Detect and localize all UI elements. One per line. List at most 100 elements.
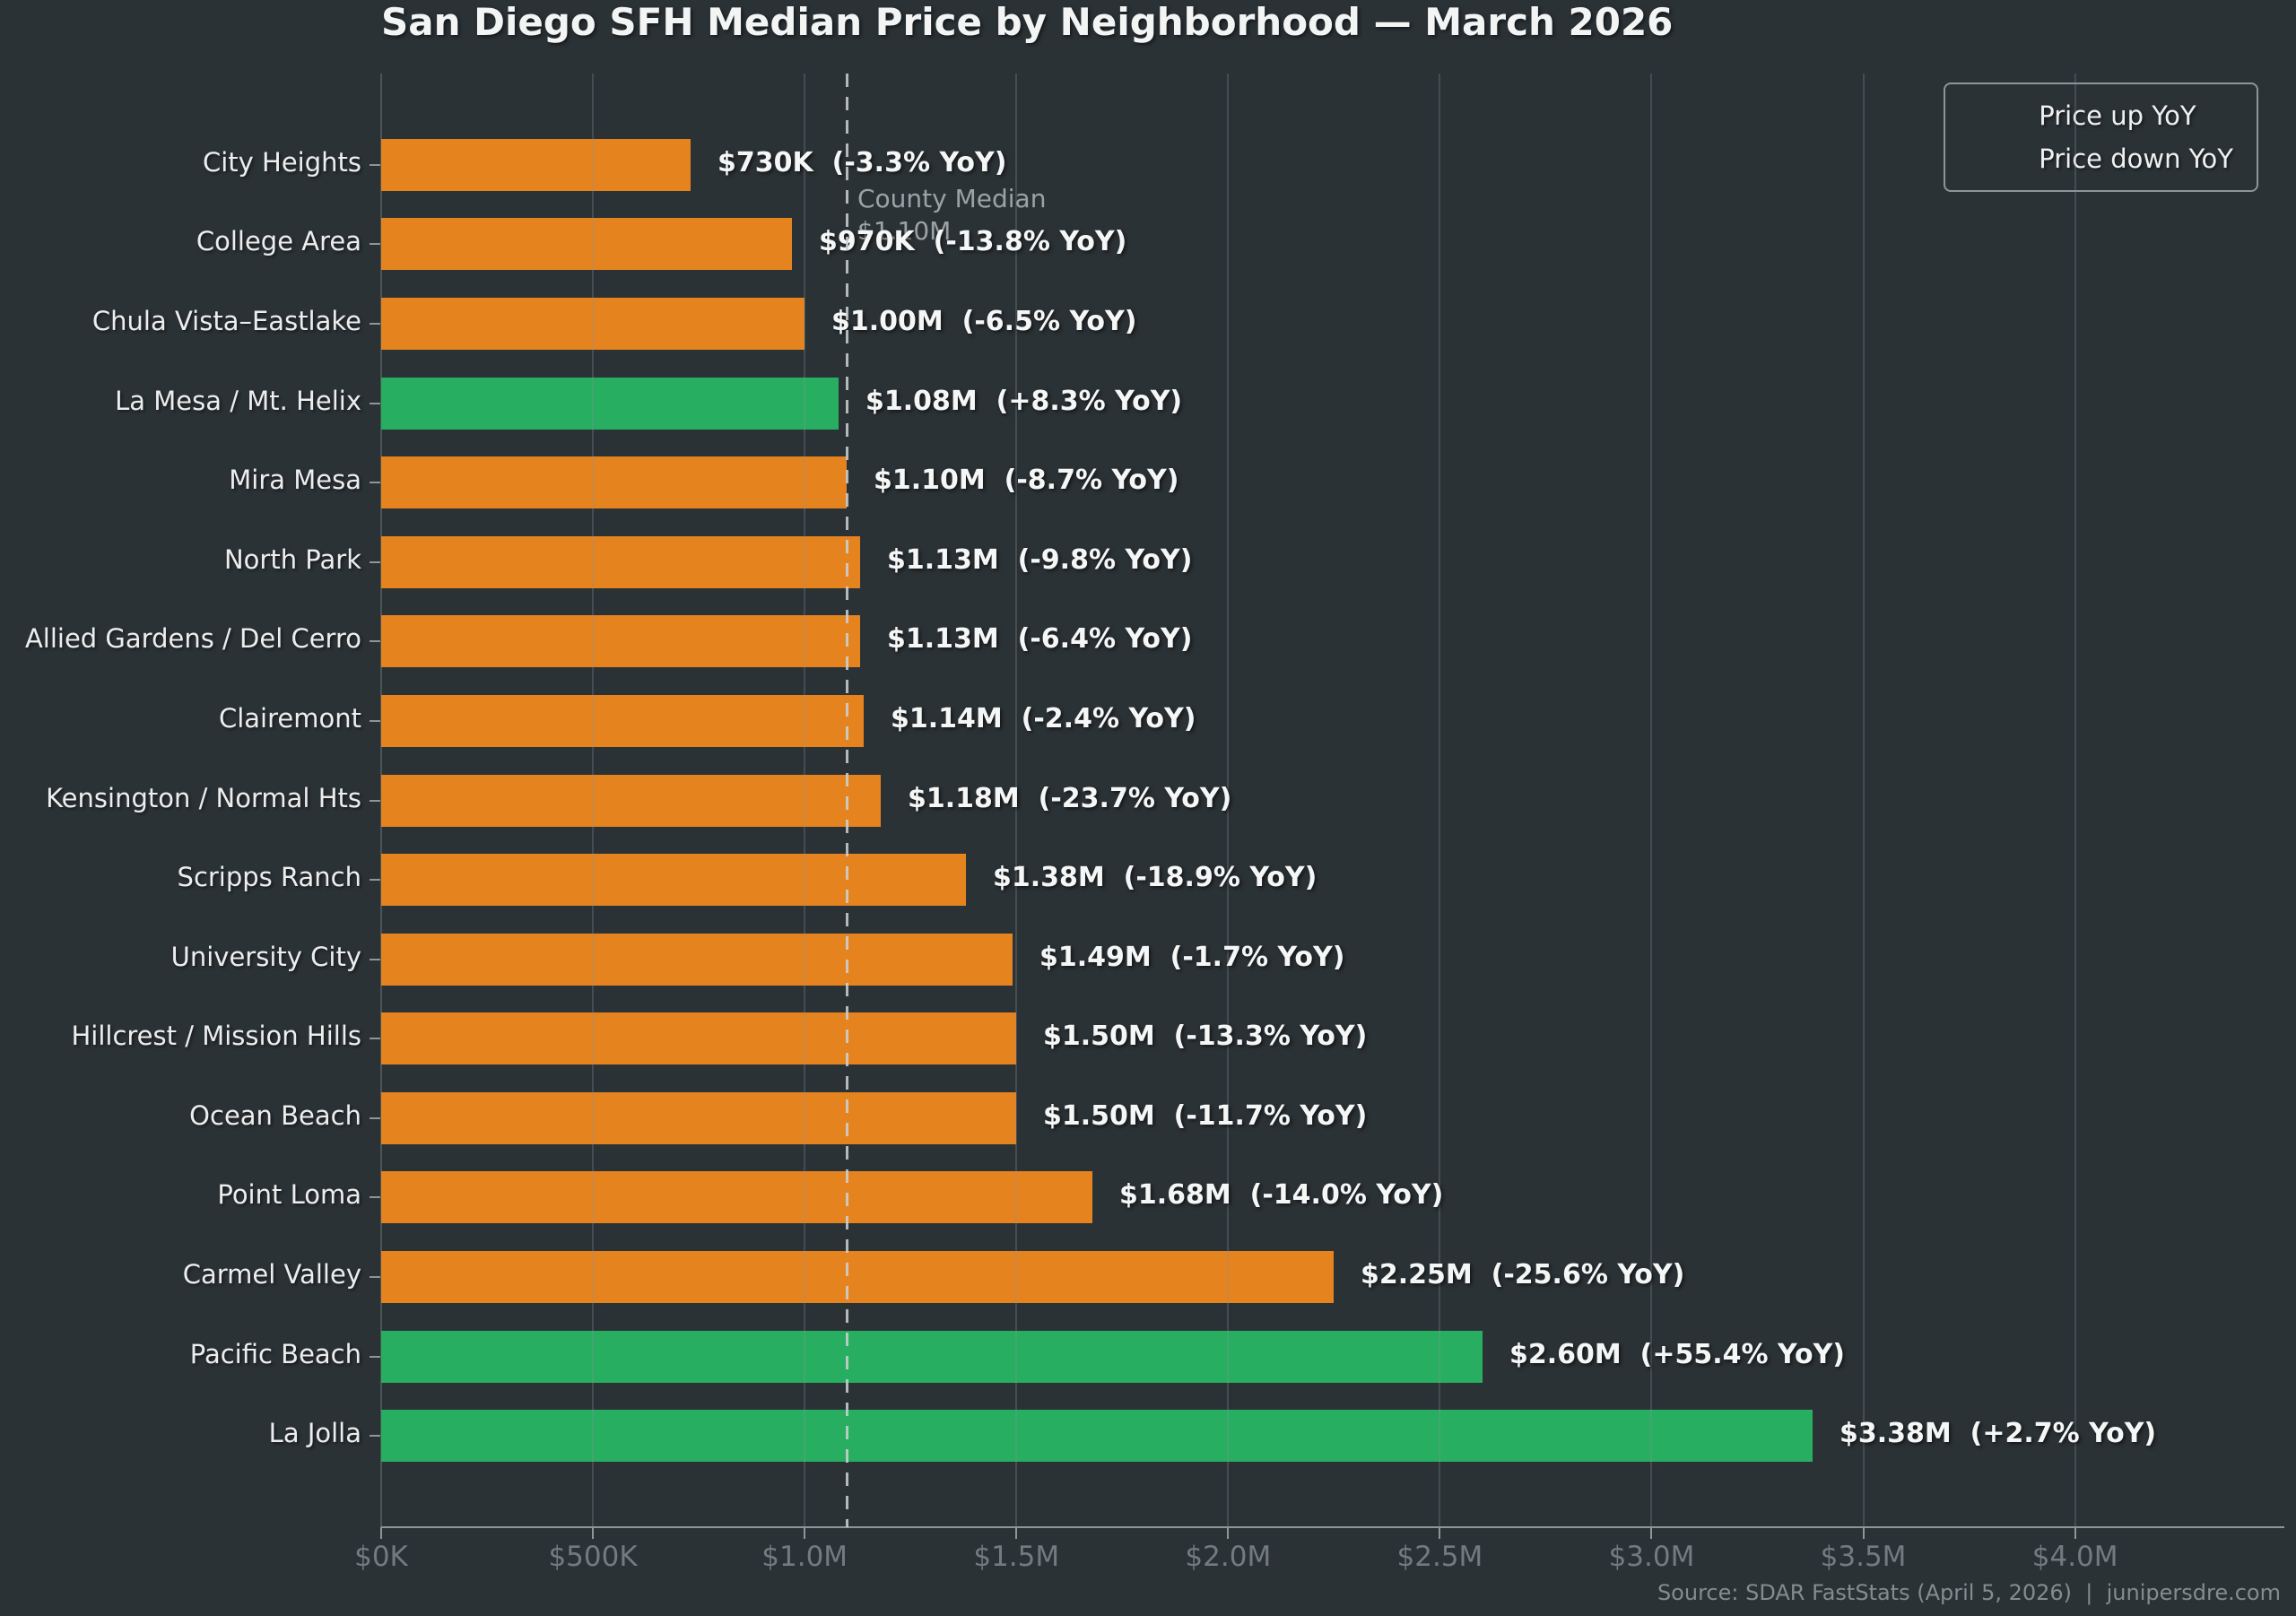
bar-university-city xyxy=(381,934,1013,986)
bar-value-label: $1.00M (-6.5% YoY) xyxy=(831,306,1137,337)
category-label: North Park xyxy=(223,544,361,575)
x-axis-tick xyxy=(1439,1527,1441,1539)
bar-chula-vista-eastlake xyxy=(381,298,804,350)
source-attribution: Source: SDAR FastStats (April 5, 2026) |… xyxy=(1657,1580,2281,1605)
bar-value-label: $1.10M (-8.7% YoY) xyxy=(874,465,1179,496)
bar-la-jolla xyxy=(381,1410,1813,1462)
gridline xyxy=(2074,74,2076,1527)
bar-pacific-beach xyxy=(381,1331,1483,1383)
bar-kensington-normal-hts xyxy=(381,775,881,827)
category-label: University City xyxy=(170,942,361,972)
x-axis-tick xyxy=(380,1527,382,1539)
category-label: Scripps Ranch xyxy=(177,862,361,892)
bar-value-label: $730K (-3.3% YoY) xyxy=(718,147,1007,178)
y-axis-tick xyxy=(370,1196,380,1198)
y-axis-tick xyxy=(370,482,380,483)
x-axis-tick-label: $2.5M xyxy=(1396,1541,1483,1573)
bar-north-park xyxy=(381,536,860,588)
x-axis-tick xyxy=(2074,1527,2076,1539)
gridline xyxy=(1862,74,1865,1527)
category-label: Mira Mesa xyxy=(229,465,361,495)
gridline xyxy=(804,74,806,1527)
x-axis-tick-label: $3.0M xyxy=(1608,1541,1695,1573)
category-label: Kensington / Normal Hts xyxy=(46,783,361,813)
y-axis-tick xyxy=(370,640,380,642)
y-axis-tick xyxy=(370,1117,380,1119)
county-median-annotation: County Median $1.10M xyxy=(857,183,1046,248)
x-axis-tick-label: $2.0M xyxy=(1185,1541,1272,1573)
x-axis-tick-label: $1.5M xyxy=(973,1541,1060,1573)
y-axis-tick xyxy=(370,403,380,404)
x-axis-tick xyxy=(804,1527,806,1539)
bar-value-label: $1.49M (-1.7% YoY) xyxy=(1039,942,1345,973)
bar-value-label: $1.13M (-6.4% YoY) xyxy=(887,623,1193,655)
category-label: Pacific Beach xyxy=(189,1339,361,1369)
y-axis-tick xyxy=(370,561,380,563)
legend-label-down: Price down YoY xyxy=(2039,143,2233,174)
bar-value-label: $1.14M (-2.4% YoY) xyxy=(891,703,1196,734)
bar-value-label: $1.18M (-23.7% YoY) xyxy=(908,783,1232,814)
y-axis-tick xyxy=(370,720,380,722)
bar-hillcrest-mission-hills xyxy=(381,1012,1016,1064)
x-axis-tick xyxy=(1015,1527,1018,1539)
county-median-reference-line xyxy=(846,74,848,1527)
category-label: City Heights xyxy=(202,147,361,178)
x-axis-tick-label: $1.0M xyxy=(761,1541,848,1573)
legend-item-up: Price up YoY xyxy=(1969,100,2233,131)
y-axis-tick xyxy=(370,164,380,166)
x-axis-tick xyxy=(1862,1527,1865,1539)
y-axis-tick xyxy=(370,1356,380,1358)
bar-value-label: $1.38M (-18.9% YoY) xyxy=(993,862,1318,893)
legend-label-up: Price up YoY xyxy=(2039,100,2196,131)
bar-college-area xyxy=(381,218,792,270)
x-axis-tick-label: $0K xyxy=(354,1541,408,1573)
chart-title: San Diego SFH Median Price by Neighborho… xyxy=(381,0,1674,44)
x-axis-tick-label: $3.5M xyxy=(1820,1541,1907,1573)
legend: Price up YoY Price down YoY xyxy=(1944,83,2258,192)
y-axis-tick xyxy=(370,1276,380,1278)
bar-value-label: $970K (-13.8% YoY) xyxy=(819,226,1127,257)
y-axis-tick xyxy=(370,879,380,881)
bar-la-mesa-mt-helix xyxy=(381,378,839,430)
y-axis-tick xyxy=(370,1038,380,1039)
gridline xyxy=(1015,74,1018,1527)
category-label: Carmel Valley xyxy=(182,1259,361,1290)
gridline xyxy=(1650,74,1653,1527)
x-axis-tick xyxy=(592,1527,595,1539)
gridline xyxy=(592,74,595,1527)
bar-ocean-beach xyxy=(381,1092,1016,1144)
county-median-annotation-line1: County Median xyxy=(857,184,1047,213)
gridline xyxy=(1439,74,1441,1527)
bar-value-label: $2.25M (-25.6% YoY) xyxy=(1361,1259,1685,1290)
y-axis-tick xyxy=(370,959,380,960)
category-label: Clairemont xyxy=(218,703,361,734)
county-median-annotation-line2: $1.10M xyxy=(857,216,952,246)
bar-scripps-ranch xyxy=(381,854,966,906)
category-label: College Area xyxy=(196,226,361,256)
category-label: Allied Gardens / Del Cerro xyxy=(24,623,361,654)
bar-clairemont xyxy=(381,695,864,747)
category-label: Chula Vista–Eastlake xyxy=(91,306,361,336)
y-axis-tick xyxy=(370,1435,380,1437)
bar-carmel-valley xyxy=(381,1251,1334,1303)
bar-mira-mesa xyxy=(381,456,847,508)
y-axis-tick xyxy=(370,800,380,802)
category-label: Hillcrest / Mission Hills xyxy=(71,1021,361,1051)
bar-point-loma xyxy=(381,1171,1092,1223)
category-label: Ocean Beach xyxy=(189,1100,361,1131)
category-label: La Mesa / Mt. Helix xyxy=(115,386,361,416)
bar-value-label: $1.68M (-14.0% YoY) xyxy=(1119,1179,1444,1211)
bar-allied-gardens-del-cerro xyxy=(381,615,860,667)
bar-value-label: $1.50M (-13.3% YoY) xyxy=(1043,1021,1368,1052)
plot-area: County Median $1.10M $730K (-3.3% YoY) $9… xyxy=(381,74,2283,1527)
x-axis-tick-label: $4.0M xyxy=(2031,1541,2118,1573)
x-axis-tick-label: $500K xyxy=(548,1541,638,1573)
category-label: La Jolla xyxy=(268,1418,361,1448)
bar-city-heights xyxy=(381,139,691,191)
legend-item-down: Price down YoY xyxy=(1969,143,2233,174)
bar-value-label: $2.60M (+55.4% YoY) xyxy=(1509,1339,1846,1370)
y-axis-tick xyxy=(370,323,380,325)
bar-value-label: $3.38M (+2.7% YoY) xyxy=(1839,1418,2157,1449)
bar-value-label: $1.50M (-11.7% YoY) xyxy=(1043,1100,1368,1132)
